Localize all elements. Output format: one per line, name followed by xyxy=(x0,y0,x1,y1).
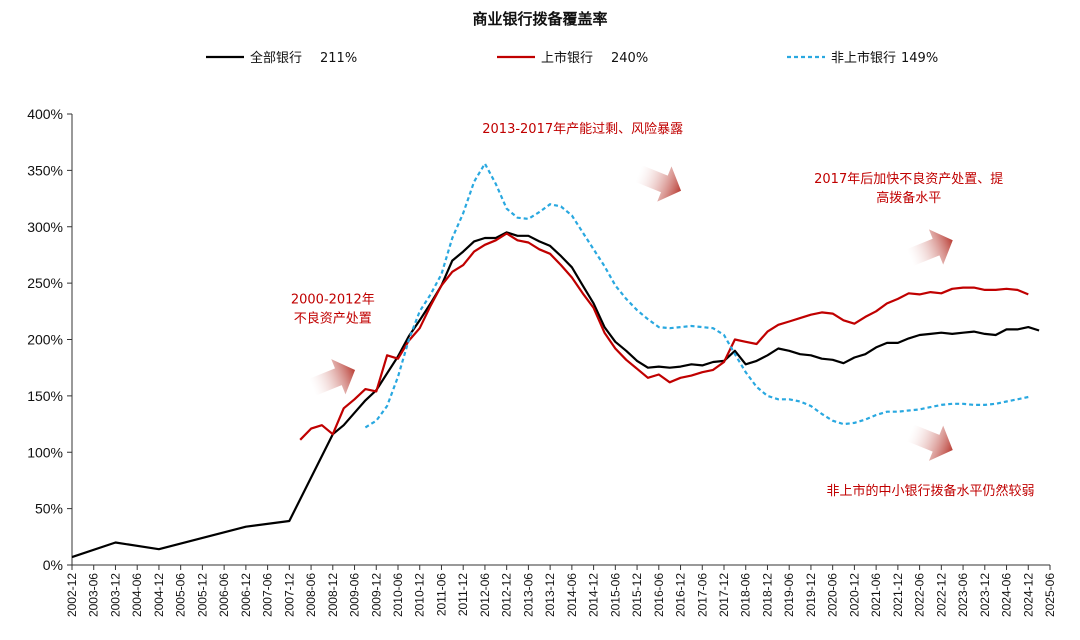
y-tick-label: 100% xyxy=(27,444,63,460)
legend: 全部银行 211% 上市银行 240% 非上市银行 149% xyxy=(206,50,938,66)
x-tick-label: 2025-06 xyxy=(1043,573,1057,617)
arrow-up-right xyxy=(906,229,953,266)
y-tick-label: 50% xyxy=(35,501,63,517)
x-tick-label: 2019-12 xyxy=(804,573,818,617)
x-tick-label: 2003-12 xyxy=(108,573,122,617)
y-tick-label: 250% xyxy=(27,275,63,291)
series-line-全部银行 xyxy=(71,231,1040,559)
x-tick-label: 2022-06 xyxy=(913,573,927,617)
y-tick-label: 300% xyxy=(27,219,63,235)
series-line-非上市银行 xyxy=(364,162,1029,429)
x-tick-label: 2015-06 xyxy=(608,573,622,617)
chart-title: 商业银行拨备覆盖率 xyxy=(472,10,607,28)
x-tick-label: 2024-12 xyxy=(1021,573,1035,617)
x-tick-label: 2016-06 xyxy=(652,573,666,617)
x-tick-label: 2022-12 xyxy=(934,573,948,617)
annotation-text: 2013-2017年产能过剩、风险暴露 xyxy=(482,122,683,137)
annotation-text: 非上市的中小银行拨备水平仍然较弱 xyxy=(826,483,1034,499)
arrow-up-right xyxy=(309,359,356,396)
y-tick-label: 200% xyxy=(27,332,63,348)
axes: 0% 50% 100% 150% 200% 250% 300% 350% 400% 2002-12… xyxy=(27,106,1057,617)
x-tick-label: 2021-12 xyxy=(891,573,905,617)
x-tick-label: 2020-12 xyxy=(847,573,861,617)
x-tick-label: 2003-06 xyxy=(87,573,101,617)
x-tick-label: 2018-06 xyxy=(739,573,753,617)
x-tick-label: 2004-06 xyxy=(130,573,144,617)
x-tick-label: 2019-06 xyxy=(782,573,796,617)
x-tick-label: 2012-06 xyxy=(478,573,492,617)
x-tick-label: 2014-06 xyxy=(565,573,579,617)
x-tick-label: 2010-12 xyxy=(413,573,427,617)
y-tick-label: 400% xyxy=(27,106,63,122)
x-tick-label: 2008-12 xyxy=(326,573,340,617)
x-tick-label: 2013-06 xyxy=(521,573,535,617)
x-tick-label: 2017-06 xyxy=(695,573,709,617)
y-tick-label: 150% xyxy=(27,388,63,404)
x-tick-label: 2023-12 xyxy=(978,573,992,617)
x-tick-label: 2005-06 xyxy=(174,573,188,617)
x-tick-label: 2002-12 xyxy=(65,573,79,617)
x-tick-label: 2009-12 xyxy=(369,573,383,617)
x-tick-label: 2006-12 xyxy=(239,573,253,617)
y-tick-label: 350% xyxy=(27,162,63,178)
series-line-上市银行 xyxy=(299,232,1029,441)
x-tick-label: 2016-12 xyxy=(674,573,688,617)
x-tick-label: 2009-06 xyxy=(348,573,362,617)
x-tick-label: 2024-06 xyxy=(1000,573,1014,617)
x-tick-label: 2005-12 xyxy=(195,573,209,617)
arrow-down-right xyxy=(906,424,953,461)
annotation-text: 高拨备水平 xyxy=(876,190,941,206)
x-tick-label: 2010-06 xyxy=(391,573,405,617)
x-tick-label: 2017-12 xyxy=(717,573,731,617)
x-tick-label: 2004-12 xyxy=(152,573,166,617)
series-layer xyxy=(71,162,1040,559)
legend-value: 211% xyxy=(320,51,357,66)
legend-label: 上市银行 xyxy=(541,50,593,66)
legend-label: 非上市银行 xyxy=(831,50,896,66)
x-tick-label: 2012-12 xyxy=(500,573,514,617)
x-tick-label: 2007-06 xyxy=(261,573,275,617)
x-tick-label: 2014-12 xyxy=(587,573,601,617)
x-tick-label: 2013-12 xyxy=(543,573,557,617)
annotation-text: 2017年后加快不良资产处置、提 xyxy=(814,171,1003,187)
x-tick-label: 2015-12 xyxy=(630,573,644,617)
x-tick-label: 2021-06 xyxy=(869,573,883,617)
x-tick-label: 2011-12 xyxy=(456,573,470,616)
annotation-text: 2000-2012年 xyxy=(291,292,375,307)
legend-value: 240% xyxy=(611,51,648,66)
x-tick-label: 2011-06 xyxy=(434,573,448,616)
x-tick-label: 2008-06 xyxy=(304,573,318,617)
y-tick-label: 0% xyxy=(43,557,63,573)
x-tick-label: 2018-12 xyxy=(760,573,774,617)
annotation-text: 不良资产处置 xyxy=(294,310,372,326)
arrow-layer xyxy=(309,165,953,461)
x-tick-label: 2020-06 xyxy=(826,573,840,617)
x-tick-label: 2007-12 xyxy=(282,573,296,617)
x-tick-label: 2006-06 xyxy=(217,573,231,617)
legend-label: 全部银行 xyxy=(250,50,302,66)
legend-value: 149% xyxy=(901,51,938,66)
arrow-down-right xyxy=(635,165,682,202)
x-tick-label: 2023-06 xyxy=(956,573,970,617)
